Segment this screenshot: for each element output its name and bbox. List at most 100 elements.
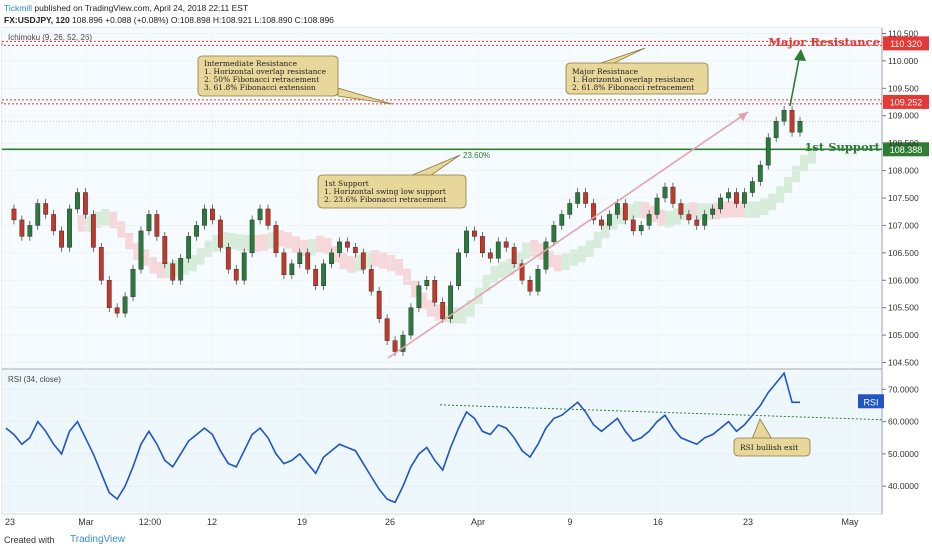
candle-body	[11, 208, 17, 221]
price-chart[interactable]: Ichimoku (9, 26, 52, 26) RSI (34, close)…	[0, 18, 932, 530]
candle-body	[567, 203, 573, 215]
note-title: 1st Support	[324, 179, 369, 188]
candle-body	[654, 197, 660, 215]
candle-body	[202, 208, 207, 226]
cloud-segment	[752, 201, 761, 218]
candle-body	[440, 301, 446, 319]
fib-label: 23.60%	[463, 151, 490, 160]
major-resistance-tag: 110.320	[890, 39, 922, 49]
cloud-segment	[180, 258, 189, 275]
candle-body	[384, 318, 390, 341]
note-support[interactable]: 1st Support 1. Horizontal swing low supp…	[317, 154, 467, 209]
cloud-segment	[339, 252, 348, 270]
cloud-segment	[768, 193, 777, 211]
price-tick-label: 106.500	[888, 248, 919, 258]
time-tick-label: 16	[653, 517, 663, 527]
cloud-segment	[736, 200, 745, 218]
price-tick-label: 108.000	[888, 166, 919, 176]
cloud-segment	[395, 259, 404, 276]
note-intermediate[interactable]: Intermediate Resistance 1. Horizontal ov…	[197, 55, 393, 105]
note-title: Intermediate Resistance	[204, 59, 298, 68]
cloud-segment	[109, 211, 118, 229]
cloud-segment	[442, 305, 451, 323]
candle-body	[726, 192, 731, 199]
cloud-segment	[673, 208, 682, 225]
candle-body	[575, 192, 581, 204]
candle-body	[146, 214, 152, 232]
time-tick-label: Apr	[471, 517, 485, 527]
intermediate-resistance-tag-bg	[883, 94, 929, 109]
candle-body	[59, 230, 64, 248]
price-tick-label: 108.500	[888, 138, 919, 148]
note-major[interactable]: Major Resistnace 1. Horizontal overlap r…	[565, 47, 709, 95]
cloud-segment	[458, 306, 467, 324]
note-line-3: 3. 61.8% Fibonacci extension	[204, 83, 316, 92]
candle-body	[130, 269, 136, 297]
note-title: RSI bullish exit	[740, 443, 798, 452]
cloud-segment	[164, 261, 173, 279]
cloud-segment	[800, 154, 809, 172]
price-tick-label: 105.500	[888, 303, 919, 313]
rsi-indicator-label[interactable]: RSI (34, close)	[8, 375, 61, 384]
price-change: +0.088 (+0.08%)	[105, 15, 169, 25]
cloud-segment	[244, 235, 253, 252]
cloud-segment	[514, 251, 523, 268]
time-tick-label: 26	[385, 517, 395, 527]
cloud-segment	[601, 221, 610, 239]
cloud-segment	[633, 201, 642, 218]
candle-body	[503, 241, 509, 248]
candle-body	[686, 214, 692, 221]
cloud-segment	[434, 304, 443, 321]
note-rsi[interactable]: RSI bullish exit	[733, 418, 811, 457]
price-tick-label: 109.000	[888, 111, 919, 121]
cloud-segment	[760, 198, 769, 216]
cloud-segment	[387, 254, 396, 272]
symbol-line: FX:USDJPY, 120 108.896 +0.088 (+0.08%) O…	[4, 14, 334, 26]
candle-body	[464, 230, 469, 254]
cloud-segment	[538, 243, 547, 260]
major-resistance-line	[1, 40, 883, 46]
cloud-segment	[426, 300, 435, 317]
candle-body	[472, 230, 477, 237]
candle-body	[662, 186, 668, 199]
cloud-segment	[156, 261, 165, 279]
support-tag-bg	[883, 142, 929, 157]
cloud-segment	[712, 202, 721, 220]
brand-name[interactable]: Tickmill	[4, 3, 33, 13]
ichimoku-cloud	[77, 147, 816, 324]
cloud-segment	[482, 274, 491, 292]
cloud-segment	[283, 232, 292, 249]
cloud-segment	[665, 211, 674, 228]
resistance-arrow-head	[794, 49, 806, 61]
cloud-segment	[585, 240, 594, 257]
candle-body	[241, 252, 247, 281]
candle-body	[305, 252, 311, 270]
cloud-segment	[379, 252, 388, 269]
candle-body	[416, 285, 422, 308]
rsi-line-group: RSI	[5, 371, 884, 504]
cloud-segment	[141, 249, 150, 266]
tradingview-logo-text[interactable]: TradingView	[70, 534, 126, 545]
candle-body	[527, 280, 533, 292]
candle-body	[368, 269, 374, 292]
candle-body	[448, 285, 454, 319]
time-tick-label: 12:00	[139, 517, 162, 527]
resistance-arrow-line	[789, 53, 801, 107]
publish-text: published on TradingView.com, April 24, …	[34, 3, 249, 13]
level-lines: 110.320 109.252 108.388	[1, 36, 929, 157]
candle-body	[614, 203, 620, 215]
last-price: 108.896	[72, 15, 103, 25]
major-resistance-caption: Major Resistance	[768, 35, 880, 49]
candle-body	[734, 192, 739, 204]
candle-body	[360, 252, 366, 270]
rsi-tick-label: 70.0000	[888, 384, 919, 394]
intermediate-resistance-line	[1, 99, 883, 105]
cloud-segment	[307, 239, 316, 256]
ichimoku-label[interactable]: Ichimoku (9, 26, 52, 26)	[8, 33, 92, 42]
candle-body	[321, 263, 326, 286]
cloud-segment	[792, 165, 801, 183]
cloud-segment	[363, 251, 372, 268]
candle-body	[773, 121, 779, 138]
cloud-segment	[418, 292, 427, 310]
candle-body	[194, 225, 199, 237]
